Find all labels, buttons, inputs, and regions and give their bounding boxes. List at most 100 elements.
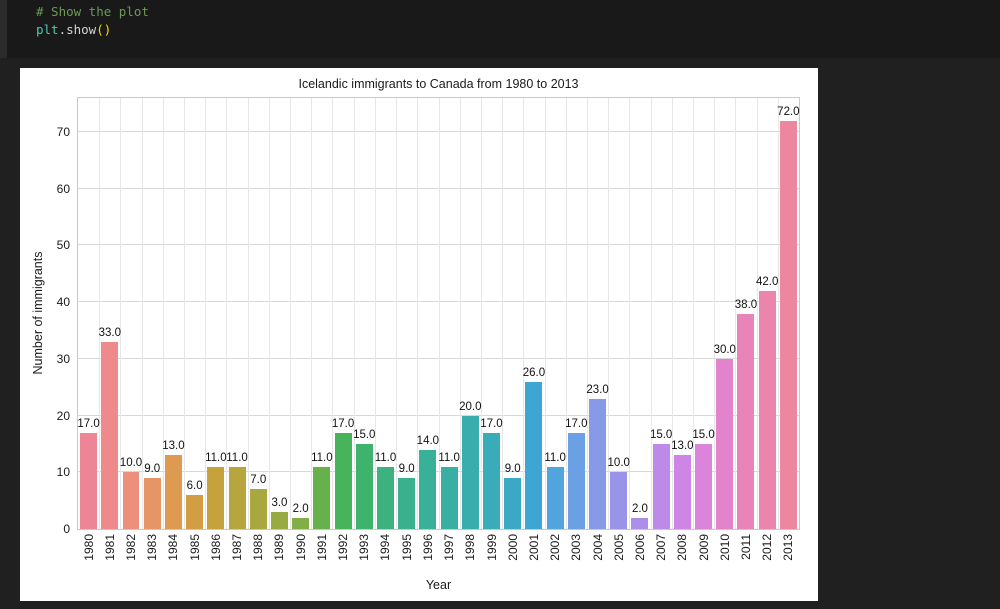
bar-value-label: 13.0 — [671, 440, 694, 453]
bar-value-label: 23.0 — [586, 383, 609, 396]
x-tick-label: 2009 — [696, 534, 711, 561]
x-tick-label: 2004 — [590, 534, 605, 561]
x-tick-label: 2000 — [505, 534, 520, 561]
bar — [546, 466, 564, 529]
bar — [567, 432, 585, 529]
x-tick-label: 2010 — [717, 534, 732, 561]
x-grid-line — [120, 98, 122, 529]
bar — [334, 432, 352, 529]
x-tick-label: 1990 — [293, 534, 308, 561]
code-token: show — [66, 22, 97, 37]
x-tick-label: 1986 — [208, 534, 223, 561]
bar-value-label: 2.0 — [631, 502, 648, 515]
x-grid-line — [502, 98, 504, 529]
bar — [631, 517, 649, 529]
code-token: . — [58, 22, 67, 37]
x-tick-label: 1998 — [463, 534, 478, 561]
x-tick-label: 1988 — [251, 534, 266, 561]
bar-value-label: 11.0 — [205, 451, 227, 464]
x-grid-line — [671, 98, 673, 529]
x-tick-label: 2003 — [569, 534, 584, 561]
x-tick-label: 2002 — [548, 534, 563, 561]
bar-slot: 2.0 2006 — [629, 98, 650, 561]
bar-slot: 10.0 1982 — [119, 98, 143, 560]
bar-value-label: 17.0 — [565, 417, 588, 430]
bar-slot: 9.0 1983 — [142, 98, 163, 561]
bar-value-label: 11.0 — [544, 451, 566, 464]
bar-value-label: 10.0 — [119, 457, 143, 470]
y-tick-label: 30 — [56, 351, 70, 366]
bar-slot: 14.0 1996 — [416, 98, 440, 561]
y-tick-label: 20 — [56, 408, 70, 423]
plot-area: 0 10 20 30 40 50 60 70 17.0 1980 33.0 1981 10.0 1982 9… — [57, 97, 800, 561]
bar-slot: 6.0 1985 — [184, 98, 205, 561]
x-tick-label: 1994 — [378, 534, 393, 561]
bar-value-label: 2.0 — [292, 502, 309, 515]
bar-slot: 9.0 1995 — [396, 98, 417, 561]
x-grid-line — [480, 98, 482, 529]
bar-value-label: 9.0 — [144, 462, 161, 475]
code-token: plt — [36, 22, 59, 37]
x-grid-line — [438, 98, 440, 529]
bar-value-label: 38.0 — [734, 298, 758, 311]
y-tick-label: 40 — [56, 295, 70, 310]
bar-slot: 17.0 1992 — [332, 98, 354, 561]
bar — [249, 489, 267, 529]
y-tick-label: 10 — [56, 465, 70, 480]
bar — [80, 432, 98, 529]
x-axis-label: Year — [425, 578, 452, 592]
x-grid-line — [565, 98, 567, 529]
bar — [779, 120, 797, 529]
bar-slot: 9.0 2000 — [502, 98, 523, 561]
bar-slot: 42.0 2012 — [756, 98, 778, 561]
bar — [186, 494, 204, 529]
bar — [461, 415, 479, 529]
bar-value-label: 10.0 — [607, 457, 630, 470]
x-grid-line — [99, 98, 101, 529]
x-grid-line — [396, 98, 398, 529]
bar-value-label: 3.0 — [271, 497, 288, 509]
x-grid-line — [205, 98, 207, 529]
x-grid-line — [523, 98, 525, 529]
bar — [270, 512, 288, 529]
x-grid-line — [268, 98, 270, 529]
x-grid-line — [650, 98, 652, 529]
bar — [292, 517, 310, 529]
bar-value-label: 11.0 — [438, 451, 460, 464]
x-tick-label: 1984 — [166, 534, 181, 561]
x-grid-line — [226, 98, 228, 529]
bar — [207, 466, 225, 529]
y-tick-label: 60 — [56, 181, 70, 196]
bar-slot: 26.0 2001 — [522, 98, 546, 561]
x-grid-line — [353, 98, 355, 529]
x-tick-label: 1989 — [272, 534, 287, 561]
bar-value-label: 20.0 — [459, 400, 482, 413]
bar-value-label: 6.0 — [186, 479, 203, 492]
bar-slot: 11.0 2002 — [544, 98, 566, 561]
bar-slot: 15.0 1993 — [353, 98, 376, 561]
bar — [504, 477, 522, 529]
x-tick-label: 1999 — [484, 534, 499, 561]
bar — [228, 466, 246, 529]
bar — [419, 449, 437, 529]
bar — [483, 432, 500, 529]
bar-value-label: 14.0 — [416, 434, 440, 447]
bar-slot: 11.0 1994 — [374, 98, 397, 561]
bar-slot: 13.0 1984 — [162, 98, 184, 560]
bar-value-label: 26.0 — [522, 366, 546, 379]
x-grid-line — [247, 98, 249, 529]
bar — [525, 381, 543, 529]
bar-value-label: 15.0 — [353, 428, 376, 441]
x-tick-label: 2012 — [760, 534, 775, 561]
x-grid-line — [714, 98, 716, 529]
bar-value-label: 11.0 — [374, 451, 397, 464]
x-tick-label: 1982 — [124, 534, 138, 561]
bar — [673, 455, 691, 529]
bar-value-label: 9.0 — [398, 462, 415, 475]
y-tick-label: 50 — [56, 238, 70, 253]
bar-slot: 17.0 1999 — [480, 98, 502, 561]
cell-gutter — [0, 0, 7, 58]
x-grid-line — [692, 98, 694, 529]
bar-slot: 23.0 2004 — [586, 98, 609, 561]
code-cell[interactable]: # Show the plot plt.show() — [7, 0, 1000, 58]
